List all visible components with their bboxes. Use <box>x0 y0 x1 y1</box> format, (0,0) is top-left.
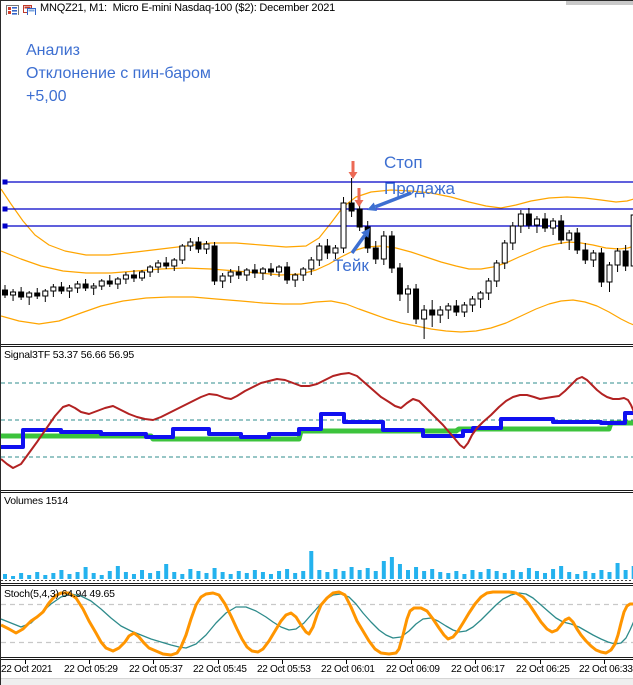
signal3tf-label: Signal3TF 53.37 56.66 56.95 <box>4 349 135 361</box>
analysis-note[interactable]: Анализ Отклонение с пин-баром +5,00 <box>26 39 211 108</box>
time-axis-label: 22 Oct 06:33 <box>579 664 633 675</box>
stochastic-chart-svg[interactable] <box>1 586 633 657</box>
main-chart-svg[interactable] <box>1 15 633 344</box>
bollinger-lower-band <box>1 296 633 333</box>
pane-splitter[interactable] <box>1 583 633 586</box>
time-axis-label: 22 Oct 05:37 <box>129 664 183 675</box>
stochastic-pane[interactable]: Stoch(5,4,3) 64.94 49.65 <box>1 586 633 657</box>
candles-series <box>2 178 633 339</box>
volume-bars <box>3 551 633 579</box>
time-axis-tick <box>282 660 283 664</box>
time-axis-label: 22 Oct 05:45 <box>193 664 247 675</box>
time-axis-label: 22 Oct 06:17 <box>451 664 505 675</box>
signal3tf-blue-step <box>1 411 633 449</box>
analysis-note-line2: Отклонение с пин-баром <box>26 65 211 82</box>
sell-label[interactable]: Продажа <box>384 179 455 198</box>
price-hline-sell-line[interactable] <box>2 206 633 212</box>
time-axis-tick <box>475 660 476 664</box>
chart-window-icon[interactable] <box>23 3 36 16</box>
take-pointer-arrow-icon[interactable] <box>350 228 370 255</box>
axis-splitter[interactable] <box>1 657 633 660</box>
analysis-note-line1: Анализ <box>26 42 81 59</box>
signal3tf-chart-svg[interactable] <box>1 347 633 490</box>
volumes-chart-svg[interactable] <box>1 493 633 583</box>
sell-pointer-arrow-icon[interactable] <box>367 191 412 211</box>
time-axis-tick <box>25 660 26 664</box>
stoch-signal-teal <box>1 592 633 649</box>
time-axis-label: 22 Oct 06:09 <box>386 664 440 675</box>
chart-title: MNQZ21, M1: Micro E-mini Nasdaq-100 ($2)… <box>40 2 336 14</box>
price-hline-stop-line[interactable] <box>2 179 633 185</box>
time-axis-tick <box>411 660 412 664</box>
time-axis-tick <box>218 660 219 664</box>
sell-signal-arrow-icon[interactable] <box>354 188 364 207</box>
stop-label[interactable]: Стоп <box>384 153 423 172</box>
main-price-pane[interactable]: Анализ Отклонение с пин-баром +5,00 Стоп… <box>1 15 633 344</box>
time-axis-tick <box>89 660 90 664</box>
time-axis[interactable]: 22 Oct 2021 22 Oct 05:29 22 Oct 05:37 22 Oc… <box>1 660 633 678</box>
pane-splitter[interactable] <box>1 490 633 493</box>
scrollbar-fragment <box>566 1 633 5</box>
time-axis-tick <box>346 660 347 664</box>
time-axis-label: 22 Oct 05:53 <box>257 664 311 675</box>
volumes-label: Volumes 1514 <box>4 495 69 507</box>
sell-signal-arrow-icon[interactable] <box>348 161 358 179</box>
stoch-main-orange <box>1 590 633 657</box>
analysis-note-line3: +5,00 <box>26 88 67 105</box>
time-axis-label: 22 Oct 06:01 <box>321 664 375 675</box>
take-label[interactable]: Тейк <box>333 256 369 275</box>
window-bottom-strip <box>1 678 633 685</box>
time-axis-tick <box>540 660 541 664</box>
time-axis-label: 22 Oct 06:25 <box>516 664 570 675</box>
pane-splitter[interactable] <box>1 344 633 347</box>
volumes-pane[interactable]: Volumes 1514 <box>1 493 633 583</box>
time-axis-tick <box>604 660 605 664</box>
signal3tf-pane[interactable]: Signal3TF 53.37 56.66 56.95 <box>1 347 633 490</box>
signal3tf-red-oscillator <box>1 372 633 469</box>
time-axis-tick <box>153 660 154 664</box>
chart-list-icon[interactable] <box>6 3 19 16</box>
chart-window-titlebar[interactable]: MNQZ21, M1: Micro E-mini Nasdaq-100 ($2)… <box>1 1 633 16</box>
time-axis-label: 22 Oct 2021 <box>1 664 53 675</box>
time-axis-label: 22 Oct 05:29 <box>64 664 118 675</box>
stochastic-label: Stoch(5,4,3) 64.94 49.65 <box>4 588 115 600</box>
